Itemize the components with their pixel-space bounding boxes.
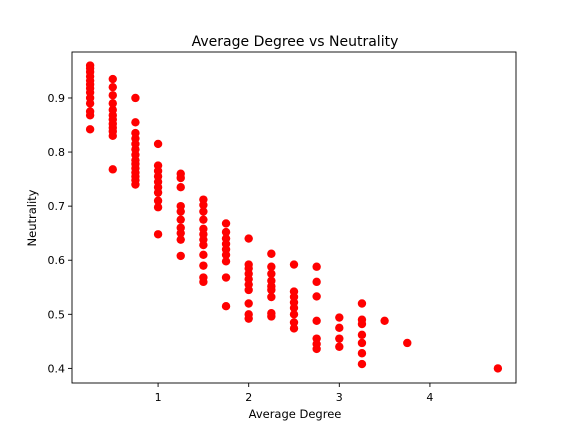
data-point bbox=[267, 250, 275, 258]
x-axis-label: Average Degree bbox=[249, 407, 342, 421]
data-point bbox=[109, 83, 117, 91]
data-point bbox=[335, 324, 343, 332]
data-point bbox=[86, 99, 94, 107]
data-point bbox=[154, 188, 162, 196]
data-points bbox=[86, 61, 502, 372]
data-point bbox=[312, 278, 320, 286]
data-point bbox=[244, 234, 252, 242]
data-point bbox=[312, 317, 320, 325]
data-point bbox=[358, 320, 366, 328]
data-point bbox=[267, 293, 275, 301]
x-tick-label: 4 bbox=[426, 391, 433, 404]
chart-title: Average Degree vs Neutrality bbox=[192, 34, 399, 50]
data-point bbox=[154, 140, 162, 148]
y-axis-ticks: 0.4 0.5 0.6 0.7 0.8 0.9 bbox=[48, 92, 73, 375]
data-point bbox=[358, 360, 366, 368]
data-point bbox=[222, 273, 230, 281]
data-point bbox=[244, 314, 252, 322]
data-point bbox=[222, 219, 230, 227]
data-point bbox=[335, 313, 343, 321]
data-point bbox=[222, 257, 230, 265]
data-point bbox=[177, 207, 185, 215]
data-point bbox=[244, 299, 252, 307]
y-tick-label: 0.6 bbox=[48, 254, 66, 267]
data-point bbox=[177, 215, 185, 223]
data-point bbox=[131, 94, 139, 102]
data-point bbox=[199, 251, 207, 259]
data-point bbox=[131, 118, 139, 126]
data-point bbox=[290, 324, 298, 332]
data-point bbox=[131, 180, 139, 188]
data-point bbox=[312, 263, 320, 271]
data-point bbox=[494, 364, 502, 372]
data-point bbox=[403, 339, 411, 347]
data-point bbox=[244, 286, 252, 294]
data-point bbox=[154, 203, 162, 211]
data-point bbox=[199, 207, 207, 215]
y-tick-label: 0.8 bbox=[48, 146, 66, 159]
data-point bbox=[312, 292, 320, 300]
y-axis-label: Neutrality bbox=[25, 189, 39, 246]
x-tick-label: 3 bbox=[336, 391, 343, 404]
data-point bbox=[109, 132, 117, 140]
data-point bbox=[177, 174, 185, 182]
x-tick-label: 2 bbox=[245, 391, 252, 404]
data-point bbox=[177, 252, 185, 260]
data-point bbox=[358, 339, 366, 347]
plot-area-frame bbox=[72, 52, 516, 383]
data-point bbox=[335, 343, 343, 351]
data-point bbox=[358, 331, 366, 339]
data-point bbox=[109, 165, 117, 173]
data-point bbox=[335, 334, 343, 342]
data-point bbox=[290, 260, 298, 268]
data-point bbox=[380, 317, 388, 325]
y-tick-label: 0.4 bbox=[48, 362, 66, 375]
data-point bbox=[109, 75, 117, 83]
data-point bbox=[267, 312, 275, 320]
data-point bbox=[109, 91, 117, 99]
data-point bbox=[199, 278, 207, 286]
data-point bbox=[312, 345, 320, 353]
data-point bbox=[86, 125, 94, 133]
data-point bbox=[358, 349, 366, 357]
y-tick-label: 0.9 bbox=[48, 92, 66, 105]
data-point bbox=[358, 299, 366, 307]
data-point bbox=[154, 230, 162, 238]
data-point bbox=[86, 111, 94, 119]
data-point bbox=[199, 261, 207, 269]
data-point bbox=[222, 302, 230, 310]
y-tick-label: 0.7 bbox=[48, 200, 66, 213]
data-point bbox=[290, 310, 298, 318]
data-point bbox=[199, 241, 207, 249]
data-point bbox=[177, 183, 185, 191]
data-point bbox=[177, 235, 185, 243]
data-point bbox=[199, 215, 207, 223]
x-axis-ticks: 1 2 3 4 bbox=[155, 383, 434, 404]
x-tick-label: 1 bbox=[155, 391, 162, 404]
y-tick-label: 0.5 bbox=[48, 308, 66, 321]
